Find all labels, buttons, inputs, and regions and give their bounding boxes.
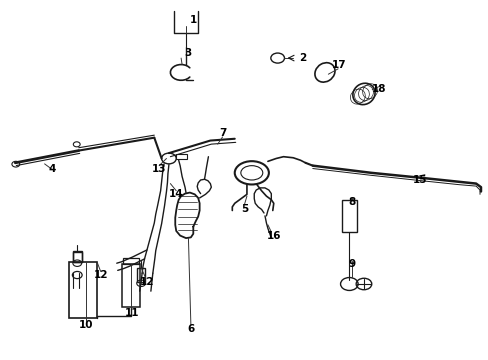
Text: 15: 15 [412, 175, 427, 185]
Text: 4: 4 [48, 164, 56, 174]
Text: 11: 11 [125, 308, 139, 318]
Bar [122, 258, 139, 264]
Text: 17: 17 [331, 60, 346, 70]
Text: 12: 12 [93, 270, 108, 280]
Text: 8: 8 [347, 197, 355, 207]
Text: 14: 14 [168, 189, 183, 199]
Text: 7: 7 [219, 129, 226, 138]
Text: 18: 18 [370, 84, 385, 94]
Bar [69, 262, 97, 318]
Text: 9: 9 [347, 259, 355, 269]
Text: 3: 3 [184, 48, 192, 58]
Bar [73, 251, 81, 262]
Text: 2: 2 [299, 53, 306, 63]
Text: 10: 10 [79, 320, 93, 330]
Bar [176, 154, 186, 159]
Bar [73, 252, 81, 262]
Text: 12: 12 [140, 277, 154, 287]
Text: 1: 1 [189, 15, 197, 26]
Text: 13: 13 [152, 164, 166, 174]
Bar [122, 264, 140, 307]
Bar [341, 200, 356, 232]
Text: 5: 5 [241, 204, 247, 214]
Text: 16: 16 [266, 231, 281, 240]
Bar [137, 268, 145, 282]
Text: 6: 6 [187, 324, 194, 334]
